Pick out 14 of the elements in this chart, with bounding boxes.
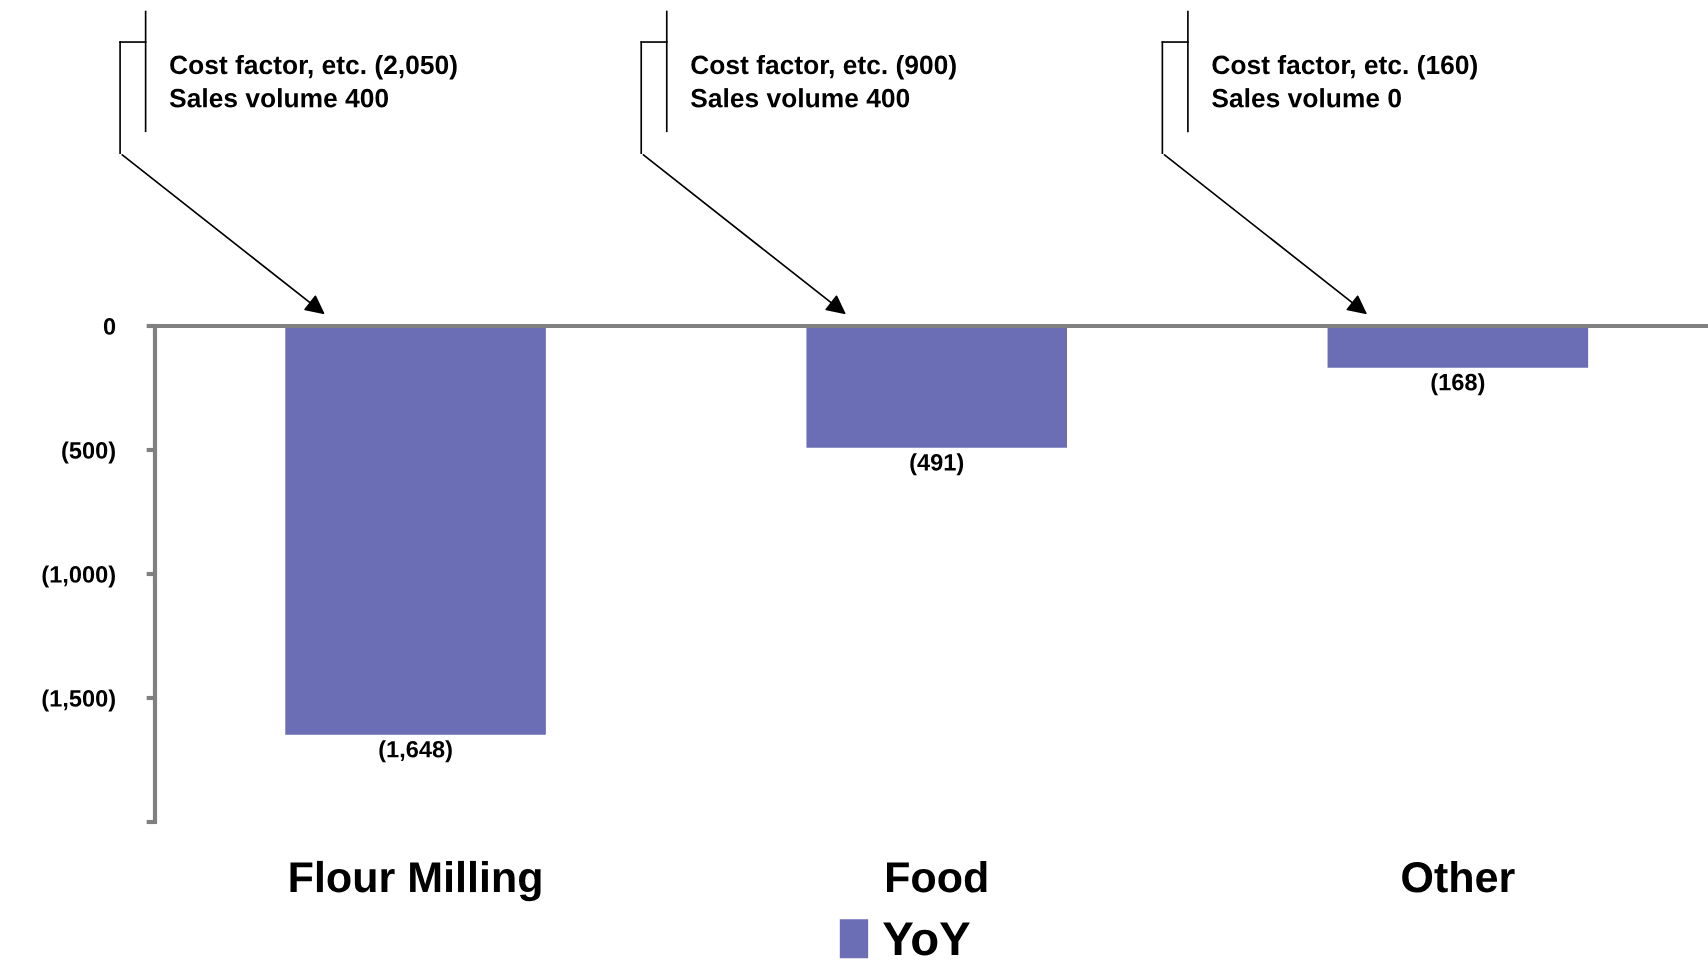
data-label: (168) (1431, 373, 1485, 396)
legend-label: YoY (883, 922, 970, 956)
x-tick-label: Other (1402, 860, 1515, 893)
x-tick-label: Flour Milling (290, 860, 541, 902)
data-label: (491) (910, 453, 964, 476)
text: Cost factor, etc. (900) Sales volume 400 (690, 54, 956, 108)
y-tick-label: 0 (103, 318, 116, 335)
text: Cost factor, etc. (2,050) Sales volume 400 (169, 54, 457, 108)
text: Cost factor, etc. (160) Sales volume 0 (1212, 54, 1477, 108)
x-tick-label: Food (887, 860, 987, 893)
data-label: (1,648) (379, 740, 452, 763)
y-tick-label: (500) (62, 441, 115, 464)
y-tick-label: (1,500) (42, 689, 115, 712)
y-tick-label: (1,000) (42, 565, 115, 588)
